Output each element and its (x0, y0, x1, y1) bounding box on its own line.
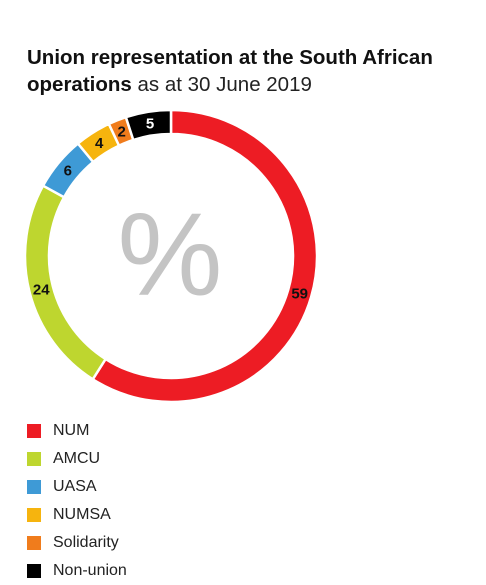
slice-label-numsa: 4 (95, 135, 104, 152)
legend-item-num: NUM (27, 417, 127, 445)
donut-chart: % 59 24 6 42 5 (23, 108, 319, 404)
legend-swatch (27, 452, 41, 466)
legend-item-solidarity: Solidarity (27, 529, 127, 557)
slice-non-union (124, 108, 173, 142)
legend-item-non-union: Non-union (27, 557, 127, 585)
donut-slices (23, 108, 319, 404)
legend-swatch (27, 564, 41, 578)
slice-label-solidarity: 2 (117, 123, 125, 140)
legend-label: UASA (53, 478, 97, 495)
legend-label: NUMSA (53, 506, 111, 523)
legend: NUM AMCU UASA NUMSA Solidarity Non-union (27, 417, 127, 585)
legend-label: Solidarity (53, 534, 119, 551)
legend-label: AMCU (53, 450, 101, 467)
legend-label: Non-union (53, 562, 127, 579)
legend-swatch (27, 480, 41, 494)
legend-item-numsa: NUMSA (27, 501, 127, 529)
chart-title-date: as at 30 June 2019 (137, 73, 312, 96)
legend-label: NUM (53, 422, 90, 439)
legend-item-uasa: UASA (27, 473, 127, 501)
chart-title: Union representation at the South Africa… (27, 44, 477, 98)
slice-label-num: 59 (291, 285, 308, 302)
slice-labels: 59 24 6 42 5 (33, 116, 308, 303)
legend-swatch (27, 536, 41, 550)
chart-title-bold: Union representation at the South Africa… (27, 46, 433, 96)
legend-item-amcu: AMCU (27, 445, 127, 473)
slice-label-amcu: 24 (33, 281, 50, 298)
center-percent-symbol: % (118, 189, 223, 321)
legend-swatch (27, 424, 41, 438)
slice-label-non-union: 5 (146, 116, 154, 133)
slice-label-uasa: 6 (64, 163, 72, 180)
legend-swatch (27, 508, 41, 522)
